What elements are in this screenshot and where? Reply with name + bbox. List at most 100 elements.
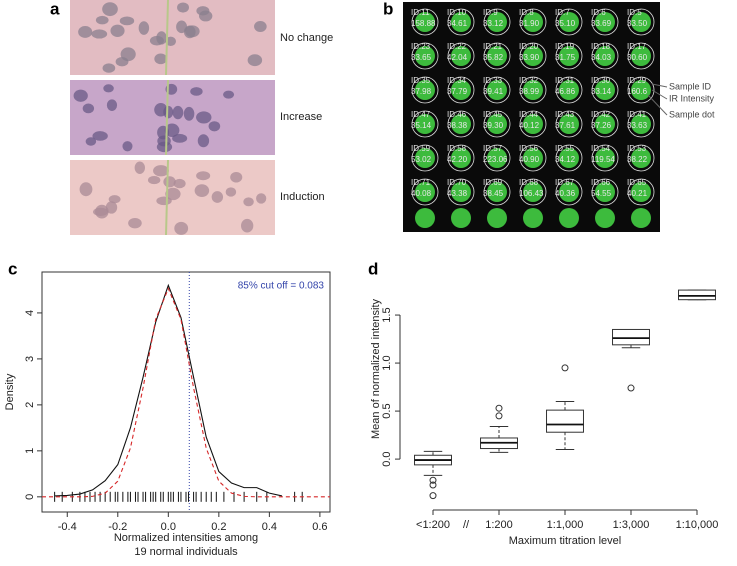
spot-ring <box>447 76 475 104</box>
cell <box>254 20 267 32</box>
spot-id: ID:44 <box>519 110 539 119</box>
y-tick-label: 4 <box>24 310 36 316</box>
spot-ring <box>555 144 583 172</box>
cell <box>194 184 210 198</box>
image-label: Increase <box>280 111 322 123</box>
spot-dot <box>631 182 651 202</box>
spot-id: ID:30 <box>591 76 611 85</box>
cell <box>156 196 172 206</box>
spot-id: ID:54 <box>591 144 611 153</box>
density-line <box>54 283 283 497</box>
callout-line <box>651 89 668 100</box>
spot-ring <box>519 178 547 206</box>
spot-intensity: 119.54 <box>591 155 615 164</box>
spot-ring <box>483 110 511 138</box>
cell <box>185 25 200 38</box>
spot-intensity: 40.08 <box>411 189 432 198</box>
spot-intensity: 33.65 <box>411 53 432 62</box>
spot-ring <box>555 8 583 36</box>
cell <box>106 99 118 111</box>
x-tick-label: -0.2 <box>108 521 127 533</box>
callout-lines <box>647 83 668 116</box>
spot-dot <box>595 182 615 202</box>
spot-ring <box>555 178 583 206</box>
spot-dot <box>595 208 615 228</box>
spot-dot <box>523 182 543 202</box>
spot-dot <box>523 148 543 168</box>
spot-intensity: 37.26 <box>591 121 612 130</box>
spot-intensity: 33.69 <box>591 19 612 28</box>
cell <box>230 171 243 183</box>
spot-id: ID:43 <box>555 110 575 119</box>
cell <box>177 2 189 13</box>
spot-ring <box>483 42 511 70</box>
cell <box>122 141 133 152</box>
spot-id: ID:42 <box>591 110 611 119</box>
spot-ring <box>627 42 655 70</box>
spot-ring <box>411 178 439 206</box>
x-tick-label: 1:200 <box>485 519 513 531</box>
spot-dot <box>487 182 507 202</box>
cell <box>73 89 88 102</box>
spot-dot <box>595 46 615 66</box>
spot-intensity: 40.12 <box>519 121 540 130</box>
outlier <box>561 364 569 372</box>
spot-id: ID:31 <box>555 76 575 85</box>
image-label: No change <box>280 32 333 44</box>
x-tick-label: 0.4 <box>262 521 277 533</box>
cell <box>164 123 180 138</box>
cell <box>196 171 211 181</box>
spot-intensity: 54.55 <box>591 189 612 198</box>
spot-ring <box>519 144 547 172</box>
cell <box>102 2 118 17</box>
x-tick-label: -0.4 <box>58 521 77 533</box>
spot-dot <box>631 80 651 100</box>
spot-id: ID:58 <box>447 144 467 153</box>
cell <box>154 53 168 65</box>
cell <box>134 161 145 174</box>
spot-dot <box>559 148 579 168</box>
spot-intensity: 42.04 <box>447 53 468 62</box>
cell <box>91 29 108 39</box>
spot-id: ID:59 <box>411 144 431 153</box>
spot-dot <box>631 208 651 228</box>
plot-frame <box>41 271 331 513</box>
spot-intensity: 40.90 <box>519 155 540 164</box>
callout-line <box>651 83 668 88</box>
outlier <box>495 412 503 420</box>
spot-dot <box>559 182 579 202</box>
spot-dot <box>487 80 507 100</box>
spot-id: ID:46 <box>447 110 467 119</box>
cell <box>147 175 161 185</box>
spot-intensity: 31.75 <box>555 53 576 62</box>
spot-dot <box>415 182 435 202</box>
spot-intensity: 31.90 <box>519 19 540 28</box>
cell <box>85 137 97 146</box>
spot-id: ID:70 <box>447 178 467 187</box>
spot-dot <box>451 80 471 100</box>
cell <box>225 187 237 197</box>
spot-intensity: 33.12 <box>483 19 504 28</box>
spot-dot <box>559 12 579 32</box>
spot-intensity: 43.38 <box>447 189 468 198</box>
spot-intensity: 160.6 <box>627 87 648 96</box>
callout: Sample ID <box>669 81 712 91</box>
spot-dot <box>415 148 435 168</box>
cell <box>156 141 173 153</box>
spot-ring <box>591 144 619 172</box>
spot-id: ID:29 <box>627 76 647 85</box>
spot-dot <box>451 148 471 168</box>
outlier <box>495 404 503 412</box>
spot-dot <box>415 46 435 66</box>
cell <box>82 103 95 114</box>
spot-ring <box>447 42 475 70</box>
cell <box>243 197 254 207</box>
spot-ring <box>447 8 475 36</box>
spot-ring <box>483 8 511 36</box>
micrographs <box>70 0 275 236</box>
spot-dot <box>487 148 507 168</box>
spot-intensity: 34.12 <box>555 155 576 164</box>
spot-intensity: 37.61 <box>555 121 576 130</box>
spot-dot <box>595 12 615 32</box>
